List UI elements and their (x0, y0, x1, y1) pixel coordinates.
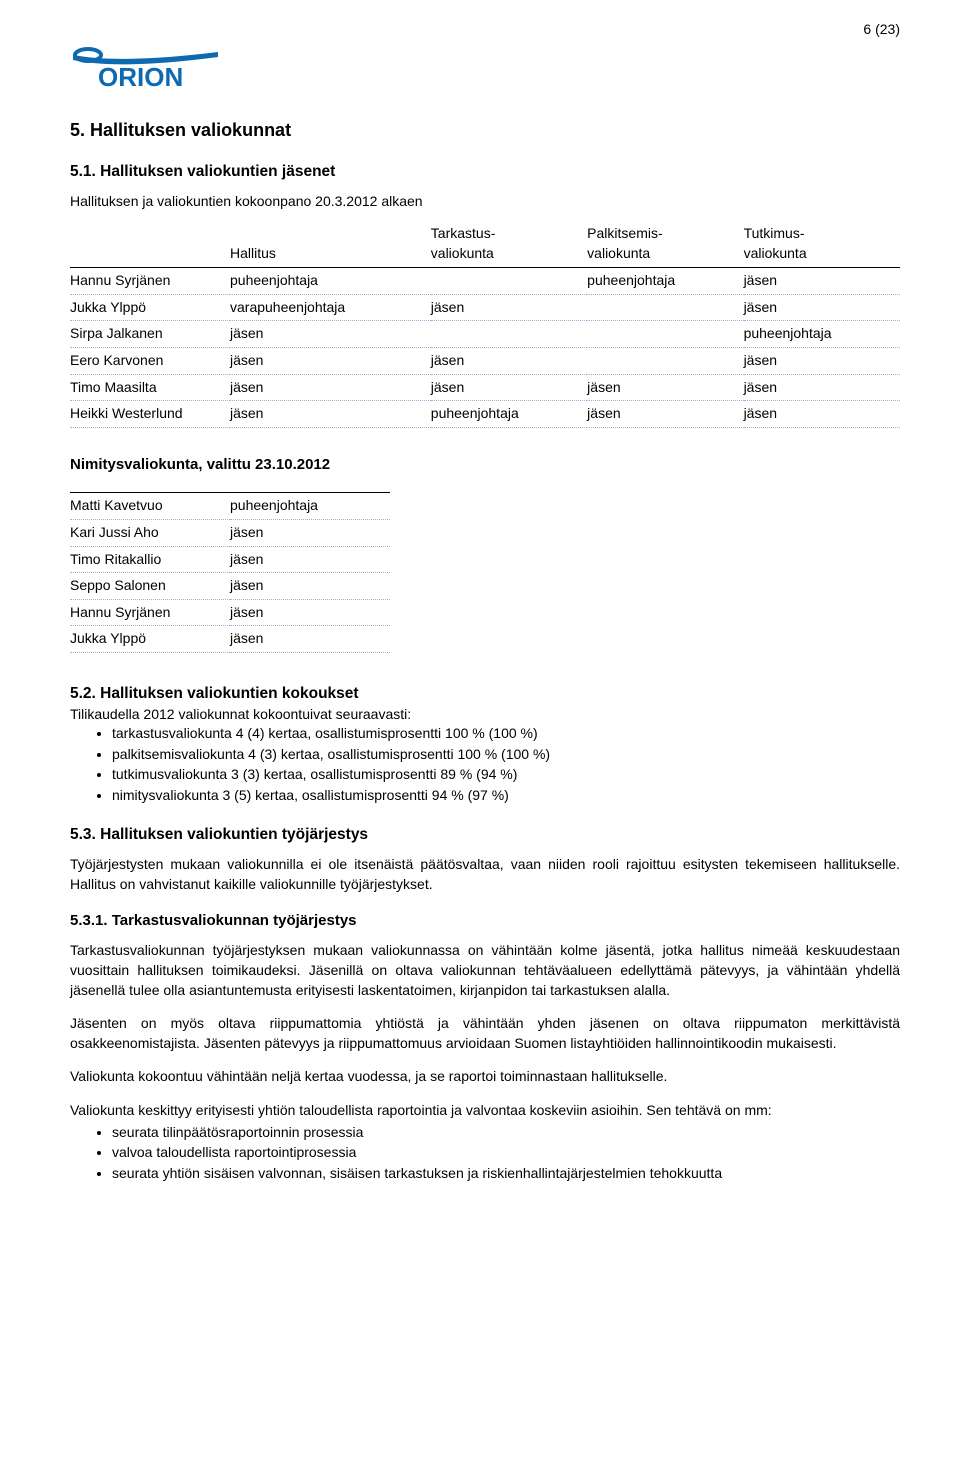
p-5-3: Työjärjestysten mukaan valiokunnilla ei … (70, 855, 900, 894)
p-5-3-1-d: Valiokunta keskittyy erityisesti yhtiön … (70, 1101, 900, 1121)
table-cell: puheenjohtaja (744, 321, 900, 348)
table-row: Sirpa Jalkanenjäsen puheenjohtaja (70, 321, 900, 348)
orion-logo: ORION (70, 46, 900, 90)
heading-5-2: 5.2. Hallituksen valiokuntien kokoukset (70, 685, 359, 702)
table-cell: puheenjohtaja (431, 401, 587, 428)
table-row: Jukka Ylppöjäsen (70, 626, 390, 653)
table-cell: jäsen (431, 294, 587, 321)
table-row: Seppo Salonenjäsen (70, 573, 390, 600)
table-header: Hallitus (230, 220, 431, 268)
table-cell: Seppo Salonen (70, 573, 230, 600)
table-cell: jäsen (230, 374, 431, 401)
table-cell: jäsen (230, 573, 390, 600)
table-header: Tutkimus- valiokunta (744, 220, 900, 268)
table-row: Timo Maasiltajäsenjäsenjäsenjäsen (70, 374, 900, 401)
table-row: Hannu Syrjänenpuheenjohtajapuheenjohtaja… (70, 268, 900, 295)
table2-caption: Nimitysvaliokunta, valittu 23.10.2012 (70, 454, 900, 475)
table-cell: jäsen (230, 401, 431, 428)
list-item: palkitsemisvaliokunta 4 (3) kertaa, osal… (112, 745, 900, 765)
table-row: Jukka Ylppövarapuheenjohtajajäsenjäsen (70, 294, 900, 321)
table-cell: varapuheenjohtaja (230, 294, 431, 321)
table-cell: Eero Karvonen (70, 348, 230, 375)
table-cell: Jukka Ylppö (70, 626, 230, 653)
table-cell: jäsen (744, 268, 900, 295)
table-cell: Sirpa Jalkanen (70, 321, 230, 348)
heading-5: 5. Hallituksen valiokunnat (70, 118, 900, 143)
table-cell: Timo Ritakallio (70, 546, 230, 573)
table-cell (431, 268, 587, 295)
table-cell: jäsen (230, 519, 390, 546)
list-item: tarkastusvaliokunta 4 (4) kertaa, osalli… (112, 724, 900, 744)
table-cell: jäsen (431, 374, 587, 401)
p-5-3-1-c: Valiokunta kokoontuu vähintään neljä ker… (70, 1067, 900, 1087)
table-cell (587, 348, 743, 375)
nomination-committee-table: Matti KavetvuopuheenjohtajaKari Jussi Ah… (70, 485, 390, 653)
table-cell: puheenjohtaja (230, 493, 390, 520)
list-item: valvoa taloudellista raportointiprosessi… (112, 1143, 900, 1163)
table-cell (587, 321, 743, 348)
table-cell: Matti Kavetvuo (70, 493, 230, 520)
table-cell: Jukka Ylppö (70, 294, 230, 321)
meetings-list: tarkastusvaliokunta 4 (4) kertaa, osalli… (70, 724, 900, 805)
table-header (70, 220, 230, 268)
table1-caption: Hallituksen ja valiokuntien kokoonpano 2… (70, 192, 900, 212)
table-cell: jäsen (587, 401, 743, 428)
table-cell: jäsen (744, 401, 900, 428)
list-item: seurata tilinpäätösraportoinnin prosessi… (112, 1123, 900, 1143)
table-header: Tarkastus- valiokunta (431, 220, 587, 268)
table-cell: jäsen (230, 321, 431, 348)
table-cell: jäsen (230, 599, 390, 626)
table-cell (587, 294, 743, 321)
table-header: Palkitsemis- valiokunta (587, 220, 743, 268)
table-cell: Kari Jussi Aho (70, 519, 230, 546)
table-cell (431, 321, 587, 348)
page-number: 6 (23) (70, 20, 900, 40)
table-row: Timo Ritakalliojäsen (70, 546, 390, 573)
table-cell: Heikki Westerlund (70, 401, 230, 428)
heading-5-3-1: 5.3.1. Tarkastusvaliokunnan työjärjestys (70, 910, 900, 931)
table-cell: puheenjohtaja (230, 268, 431, 295)
heading-5-1: 5.1. Hallituksen valiokuntien jäsenet (70, 161, 900, 183)
p-5-3-1-b: Jäsenten on myös oltava riippumattomia y… (70, 1014, 900, 1053)
table-cell: Timo Maasilta (70, 374, 230, 401)
table-cell: jäsen (431, 348, 587, 375)
svg-text:ORION: ORION (98, 62, 183, 90)
p-5-2-intro: Tilikaudella 2012 valiokunnat kokoontuiv… (70, 705, 900, 725)
table-row: Matti Kavetvuopuheenjohtaja (70, 493, 390, 520)
table-cell: jäsen (230, 348, 431, 375)
table-cell: puheenjohtaja (587, 268, 743, 295)
table-cell: jäsen (744, 348, 900, 375)
table-cell: Hannu Syrjänen (70, 599, 230, 626)
table-cell: Hannu Syrjänen (70, 268, 230, 295)
table-cell: jäsen (230, 546, 390, 573)
table-cell: jäsen (587, 374, 743, 401)
table-row: Eero Karvonenjäsenjäsenjäsen (70, 348, 900, 375)
heading-5-3: 5.3. Hallituksen valiokuntien työjärjest… (70, 824, 900, 846)
list-item: nimitysvaliokunta 3 (5) kertaa, osallist… (112, 786, 900, 806)
tasks-list: seurata tilinpäätösraportoinnin prosessi… (70, 1123, 900, 1184)
p-5-3-1-a: Tarkastusvaliokunnan työjärjestyksen muk… (70, 941, 900, 1000)
table-row: Hannu Syrjänenjäsen (70, 599, 390, 626)
board-committees-table: HallitusTarkastus- valiokuntaPalkitsemis… (70, 220, 900, 428)
list-item: tutkimusvaliokunta 3 (3) kertaa, osallis… (112, 765, 900, 785)
list-item: seurata yhtiön sisäisen valvonnan, sisäi… (112, 1164, 900, 1184)
table-cell: jäsen (744, 374, 900, 401)
table-cell: jäsen (230, 626, 390, 653)
table-row: Kari Jussi Ahojäsen (70, 519, 390, 546)
table-row: Heikki Westerlundjäsenpuheenjohtajajäsen… (70, 401, 900, 428)
table-cell: jäsen (744, 294, 900, 321)
